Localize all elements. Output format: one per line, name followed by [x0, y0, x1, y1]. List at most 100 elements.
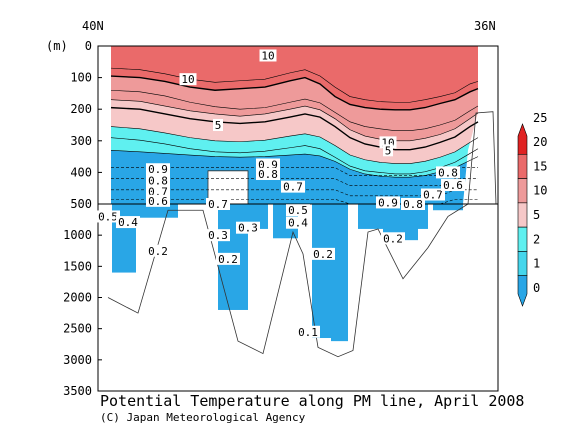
- isotherm-line: [110, 106, 479, 151]
- colorbar-label: 15: [533, 159, 547, 173]
- contour-label-bg: [401, 198, 425, 210]
- seafloor-profile: [107, 203, 469, 358]
- band-0-1-upper: [111, 150, 478, 204]
- y-tick-label: 0: [85, 39, 92, 53]
- contour-label-bg: [381, 232, 405, 245]
- contour-label: 0.4: [288, 217, 308, 230]
- chart-title: Potential Temperature along PM line, Apr…: [100, 392, 525, 410]
- temperature-band: [111, 68, 478, 110]
- contour-label: 10: [261, 49, 274, 62]
- contour-label: 0.7: [208, 198, 228, 211]
- isotherm-line: [110, 149, 479, 178]
- colorbar-segment: [517, 251, 528, 277]
- contour-label-bg: [146, 163, 170, 176]
- contour-label: 10: [181, 73, 194, 86]
- contour-label: 0.7: [423, 189, 443, 202]
- isotherm-line: [110, 89, 479, 131]
- dashed-isotherm: [111, 167, 478, 176]
- y-tick-label: 500: [70, 197, 92, 211]
- colorbar-label: 5: [533, 208, 540, 222]
- seamount-mask: [208, 170, 248, 204]
- contour-label-bg: [96, 210, 120, 223]
- contour-label-bg: [259, 49, 277, 62]
- contour-label: 0.2: [218, 253, 238, 266]
- contour-label-bg: [256, 167, 280, 180]
- contour-label-bg: [146, 174, 170, 187]
- y-tick-label: 200: [70, 102, 92, 116]
- contour-label: 0.2: [383, 232, 403, 245]
- contour-label: 0.2: [313, 248, 333, 261]
- contour-label: 0.8: [258, 168, 278, 181]
- contour-label-bg: [236, 221, 260, 234]
- cast-water-column: [433, 204, 463, 211]
- cast-water-column: [312, 204, 331, 339]
- contour-label-bg: [256, 158, 280, 171]
- contour-label: 0.1: [298, 326, 318, 339]
- contour-label: 0.6: [443, 179, 463, 192]
- contour-label-bg: [441, 179, 465, 192]
- colorbar-segment: [517, 275, 528, 307]
- contour-label-bg: [206, 198, 230, 210]
- axes-layer: 0 100 200 300 400 500 1000 1500 2000 2500 3000 3500…: [46, 19, 496, 398]
- bathymetry-layer: [107, 111, 497, 358]
- contour-label-bg: [146, 194, 170, 207]
- contour-label: 0.7: [283, 181, 303, 194]
- y-tick-label: 2500: [63, 322, 92, 336]
- contour-label: 0.6: [148, 195, 168, 208]
- y-tick-label: 1500: [63, 259, 92, 273]
- isotherm-line: [110, 99, 479, 142]
- colorbar-label: 25: [533, 111, 547, 125]
- contour-label: 5: [215, 119, 222, 132]
- isotherm-line: [110, 126, 479, 164]
- isotherm-line: [110, 137, 479, 175]
- colorbar-label: 0: [533, 281, 540, 295]
- contour-label-bg: [146, 244, 170, 257]
- colorbar-label: 1: [533, 257, 540, 271]
- colorbar-segment: [517, 123, 528, 155]
- contour-label: 0.9: [148, 163, 168, 176]
- band-15-20: [111, 46, 478, 103]
- contour-label: 0.5: [98, 210, 118, 223]
- contour-label-bg: [281, 180, 305, 193]
- y-tick-label: 300: [70, 134, 92, 148]
- contour-label-bg: [216, 252, 240, 265]
- temperature-band: [111, 90, 478, 141]
- y-tick-label: 3000: [63, 353, 92, 367]
- contour-label-bg: [436, 166, 460, 179]
- contour-label: 0.8: [438, 166, 458, 179]
- colorbar-segment: [517, 178, 528, 204]
- contour-label: 0.8: [403, 198, 423, 211]
- colorbar-label: 20: [533, 135, 547, 149]
- y-tick-label: 1000: [63, 228, 92, 242]
- contour-label: 0.3: [208, 229, 228, 242]
- contour-label: 0.2: [148, 245, 168, 258]
- contour-label-bg: [296, 325, 320, 338]
- shelf-outline: [467, 111, 497, 205]
- chart-credit: (C) Japan Meteorological Agency: [100, 411, 306, 424]
- contour-label-bg: [286, 216, 310, 229]
- contour-label: 0.4: [118, 216, 138, 229]
- temperature-band: [111, 76, 478, 131]
- temperature-band: [111, 126, 478, 174]
- colorbar-segment: [517, 202, 528, 228]
- contour-label-bg: [206, 229, 230, 242]
- y-axis-label: (m): [46, 39, 68, 53]
- cast-water-column: [331, 204, 348, 342]
- colorbar-segment: [517, 153, 528, 179]
- cast-water-column: [418, 204, 428, 229]
- cast-water-column: [136, 204, 178, 218]
- contour-label-bg: [376, 196, 400, 209]
- contour-label-bg: [179, 73, 197, 86]
- contour-label-bg: [116, 216, 140, 229]
- dashed-isotherm: [111, 198, 478, 205]
- colorbar-segment: [517, 226, 528, 252]
- y-tick-label: 2000: [63, 291, 92, 305]
- colorbar-label: 2: [533, 232, 540, 246]
- y-tick-label: 100: [70, 71, 92, 85]
- contour-label-bg: [421, 188, 445, 201]
- temperature-band: [111, 99, 478, 150]
- dashed-isotherm: [111, 178, 478, 186]
